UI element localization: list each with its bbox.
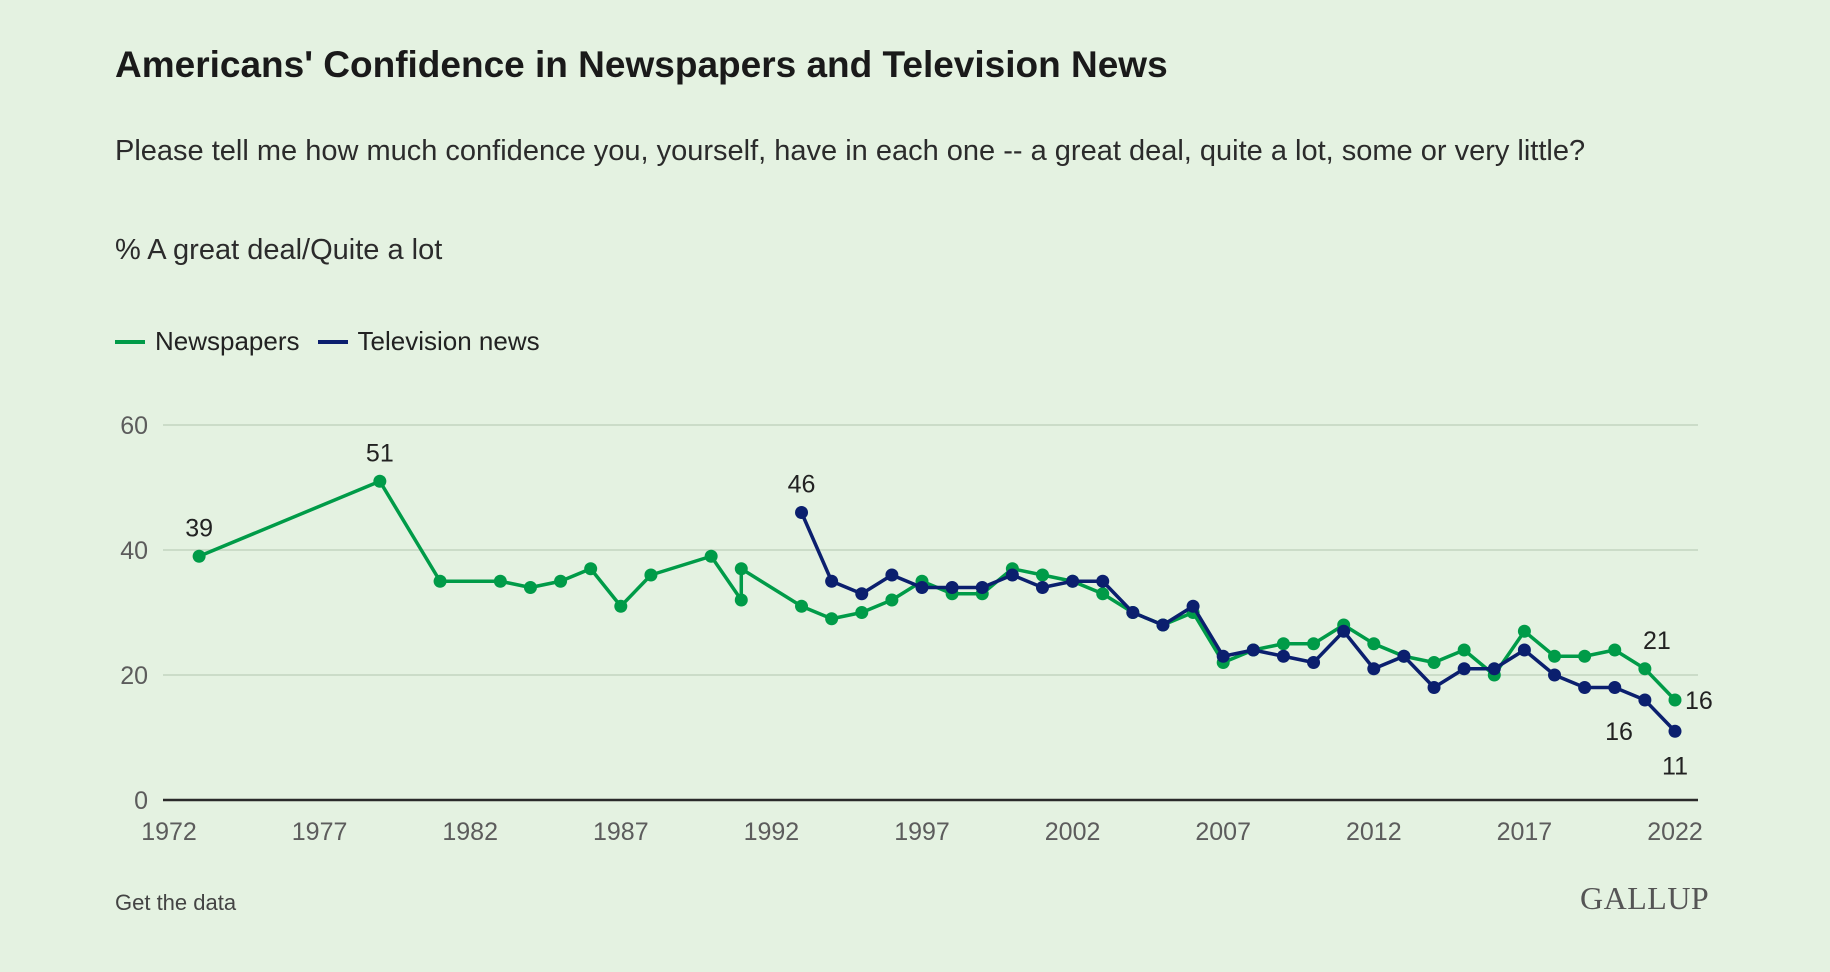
data-point-television — [1126, 606, 1140, 619]
data-point-newspapers — [584, 562, 598, 576]
data-point-newspapers — [1096, 587, 1110, 601]
legend-swatch-newspapers — [115, 339, 145, 344]
data-point-television — [1367, 662, 1381, 676]
data-point-television — [1397, 649, 1411, 663]
data-point-television — [1035, 581, 1049, 594]
x-tick-label: 1987 — [593, 818, 649, 846]
x-tick-label: 1972 — [141, 818, 197, 846]
gallup-logo: GALLUP — [1580, 880, 1710, 916]
x-tick-label: 1997 — [894, 818, 950, 846]
data-point-newspapers — [373, 474, 387, 488]
data-point-television — [1096, 574, 1110, 588]
data-point-newspapers — [1276, 637, 1290, 651]
x-tick-label: 2002 — [1045, 818, 1101, 846]
data-point-newspapers — [1457, 643, 1471, 657]
data-point-television — [915, 581, 929, 594]
data-point-television — [1066, 574, 1080, 588]
data-point-newspapers — [1578, 649, 1592, 663]
y-tick-label: 60 — [120, 412, 148, 440]
data-point-newspapers — [523, 581, 537, 594]
data-point-newspapers — [1548, 649, 1562, 663]
legend-label: Newspapers — [155, 326, 300, 356]
data-point-newspapers — [734, 562, 748, 576]
data-label: 46 — [788, 471, 816, 499]
get-the-data-link[interactable]: Get the data — [115, 890, 237, 915]
data-point-television — [1005, 568, 1019, 582]
data-label: 16 — [1685, 687, 1713, 715]
data-point-television — [1337, 624, 1351, 638]
data-label: 39 — [185, 514, 213, 542]
data-point-television — [825, 574, 839, 588]
data-point-television — [885, 568, 899, 582]
data-label: 21 — [1643, 627, 1671, 655]
data-point-television — [1246, 643, 1260, 657]
series-line-television — [799, 511, 1677, 733]
legend-item-newspapers[interactable]: Newspapers — [115, 326, 300, 357]
data-point-newspapers — [433, 574, 447, 588]
x-tick-label: 2017 — [1497, 818, 1553, 846]
data-point-television — [1186, 599, 1200, 613]
x-tick-label: 1982 — [442, 818, 498, 846]
data-point-television — [1608, 681, 1622, 694]
data-point-newspapers — [614, 599, 628, 613]
data-point-television — [1638, 693, 1652, 707]
series-line-newspapers — [198, 479, 1677, 702]
data-point-television — [1427, 681, 1441, 694]
legend: Newspapers Television news — [115, 326, 540, 357]
x-tick-label: 1992 — [744, 818, 800, 846]
data-point-television — [1548, 668, 1562, 682]
data-point-television — [945, 581, 959, 594]
data-point-television — [1276, 649, 1290, 663]
data-point-newspapers — [192, 549, 206, 563]
data-point-television — [1668, 724, 1682, 738]
data-point-newspapers — [855, 606, 869, 619]
data-point-newspapers — [1668, 693, 1682, 707]
data-point-newspapers — [795, 599, 809, 613]
data-label: 11 — [1662, 752, 1688, 780]
chart-title: Americans' Confidence in Newspapers and … — [115, 44, 1168, 85]
data-point-television — [975, 581, 989, 594]
data-point-newspapers — [734, 593, 748, 607]
data-label: 16 — [1605, 718, 1633, 746]
data-point-television — [1216, 649, 1230, 663]
data-point-television — [855, 587, 869, 601]
data-point-television — [1578, 681, 1592, 694]
legend-label: Television news — [357, 326, 540, 356]
data-point-newspapers — [1307, 637, 1321, 651]
x-tick-label: 2007 — [1195, 818, 1251, 846]
x-tick-label: 2022 — [1647, 818, 1703, 846]
data-point-newspapers — [1608, 643, 1622, 657]
data-point-television — [1307, 656, 1321, 669]
data-point-newspapers — [1367, 637, 1381, 651]
x-tick-label: 2012 — [1346, 818, 1402, 846]
y-tick-label: 0 — [134, 787, 148, 815]
data-point-newspapers — [1638, 662, 1652, 676]
y-tick-label: 20 — [120, 662, 148, 690]
data-point-newspapers — [1035, 568, 1049, 582]
data-point-television — [795, 506, 809, 519]
data-point-newspapers — [825, 612, 839, 626]
data-point-newspapers — [493, 574, 507, 588]
data-point-newspapers — [644, 568, 658, 582]
legend-item-television[interactable]: Television news — [317, 326, 540, 357]
data-point-television — [1156, 618, 1170, 632]
data-point-television — [1517, 643, 1531, 657]
data-point-newspapers — [1517, 624, 1531, 638]
data-point-television — [1457, 662, 1471, 676]
data-point-newspapers — [704, 549, 718, 563]
data-point-newspapers — [554, 574, 568, 588]
data-label: 51 — [366, 439, 394, 467]
y-tick-label: 40 — [120, 537, 148, 565]
x-tick-label: 1977 — [292, 818, 348, 846]
data-point-television — [1487, 662, 1501, 676]
data-point-newspapers — [1427, 656, 1441, 669]
legend-swatch-television — [317, 339, 348, 344]
chart-measure: % A great deal/Quite a lot — [115, 234, 443, 266]
data-point-newspapers — [885, 593, 899, 607]
chart-subtitle: Please tell me how much confidence you, … — [115, 135, 1586, 167]
